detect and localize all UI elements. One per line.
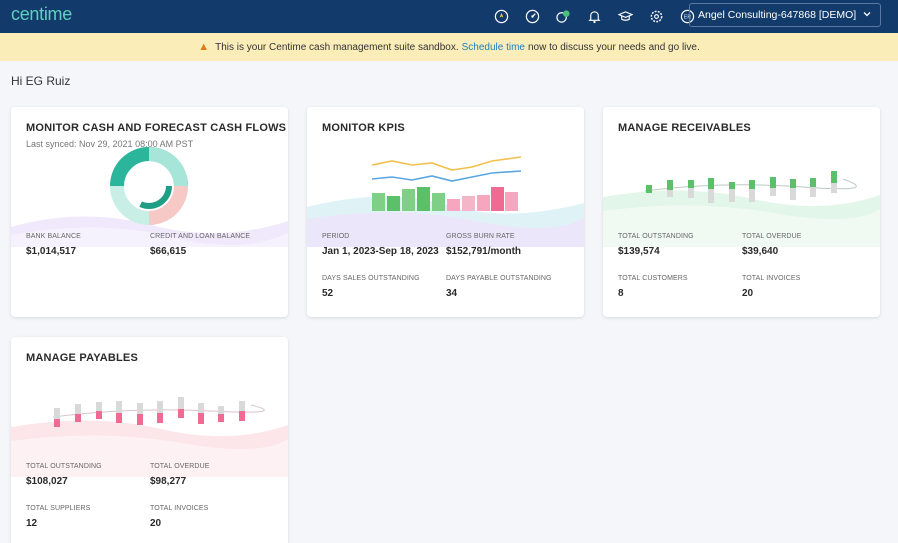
- kpi-label: DAYS SALES OUTSTANDING: [322, 275, 420, 282]
- bell-icon[interactable]: [585, 7, 603, 25]
- card-manage-payables[interactable]: MANAGE PAYABLES TOTAL OUTSTANDING $108,0…: [11, 337, 288, 543]
- kpi-value: 20: [742, 288, 754, 299]
- sandbox-banner: ▲ This is your Centime cash management s…: [0, 33, 898, 61]
- kpi-receivables-total-invoices: TOTAL INVOICES 20: [742, 275, 800, 299]
- kpi-bars: [372, 187, 518, 211]
- chevron-down-icon: [862, 9, 872, 22]
- card-title: MANAGE RECEIVABLES: [618, 122, 751, 134]
- kpi-label: GROSS BURN RATE: [446, 233, 515, 240]
- kpi-total-customers: TOTAL CUSTOMERS 8: [618, 275, 688, 299]
- banner-text-before: This is your Centime cash management sui…: [215, 41, 459, 53]
- kpi-label: TOTAL OUTSTANDING: [26, 463, 102, 470]
- kpi-label: BANK BALANCE: [26, 233, 81, 240]
- money-icon[interactable]: [554, 7, 572, 25]
- receivables-bars: [646, 171, 837, 203]
- kpi-value: $152,791/month: [446, 246, 522, 257]
- kpi-label: TOTAL OVERDUE: [742, 233, 802, 240]
- card-title: MONITOR CASH AND FORECAST CASH FLOWS: [26, 122, 287, 134]
- kpi-payables-total-overdue: TOTAL OVERDUE $98,277: [150, 463, 210, 487]
- kpi-value: 8: [618, 288, 624, 299]
- kpi-label: TOTAL INVOICES: [742, 275, 801, 282]
- avatar-initials: ER: [683, 14, 690, 20]
- account-selector[interactable]: Angel Consulting-647868 [DEMO]: [689, 3, 881, 27]
- cash-illustration: [11, 147, 288, 247]
- kpi-payables-total-invoices: TOTAL INVOICES 20: [150, 505, 208, 529]
- kpi-label: TOTAL OUTSTANDING: [618, 233, 694, 240]
- kpi-label: TOTAL INVOICES: [150, 505, 209, 512]
- kpi-value: 20: [150, 518, 162, 529]
- greeting: Hi EG Ruiz: [11, 74, 71, 88]
- payables-bars: [54, 397, 245, 427]
- rocket-icon[interactable]: [492, 7, 510, 25]
- card-monitor-cash[interactable]: MONITOR CASH AND FORECAST CASH FLOWS Las…: [11, 107, 288, 317]
- kpi-value: 34: [446, 288, 458, 299]
- card-manage-receivables[interactable]: MANAGE RECEIVABLES TOTAL OUTSTANDING $13…: [603, 107, 880, 317]
- kpi-receivables-total-overdue: TOTAL OVERDUE $39,640: [742, 233, 802, 257]
- banner-text-after: now to discuss your needs and go live.: [527, 41, 700, 53]
- card-title: MONITOR KPIS: [322, 122, 405, 134]
- kpi-label: TOTAL OVERDUE: [150, 463, 210, 470]
- top-nav-bar: centime ER Angel Consulting-647868 [DEMO…: [0, 0, 898, 33]
- kpi-period: PERIOD Jan 1, 2023-Sep 18, 2023: [322, 233, 439, 257]
- receivables-illustration: [603, 171, 880, 247]
- card-monitor-kpis[interactable]: MONITOR KPIS PERIOD Jan 1, 2023-Sep 18, …: [307, 107, 584, 317]
- schedule-time-link[interactable]: Schedule time: [461, 41, 525, 53]
- kpis-illustration: [307, 156, 584, 247]
- kpi-credit-loan-balance: CREDIT AND LOAN BALANCE $66,615: [150, 233, 250, 257]
- kpi-value: $139,574: [618, 246, 660, 257]
- kpi-value: Jan 1, 2023-Sep 18, 2023: [322, 246, 439, 257]
- kpi-label: PERIOD: [322, 233, 350, 240]
- card-title: MANAGE PAYABLES: [26, 352, 139, 364]
- kpi-total-suppliers: TOTAL SUPPLIERS 12: [26, 505, 90, 529]
- centime-logo[interactable]: centime: [11, 4, 72, 24]
- kpi-value: $108,027: [26, 476, 68, 487]
- payables-illustration: [11, 397, 288, 477]
- user-avatar-icon[interactable]: ER: [678, 7, 696, 25]
- kpi-label: DAYS PAYABLE OUTSTANDING: [446, 275, 552, 282]
- kpi-label: CREDIT AND LOAN BALANCE: [150, 233, 251, 240]
- kpi-days-sales-outstanding: DAYS SALES OUTSTANDING 52: [322, 275, 420, 299]
- kpi-bank-balance: BANK BALANCE $1,014,517: [26, 233, 81, 257]
- warning-icon: ▲: [198, 41, 210, 53]
- kpi-label: TOTAL CUSTOMERS: [618, 275, 688, 282]
- account-label: Angel Consulting-647868 [DEMO]: [698, 9, 857, 21]
- kpi-value: 12: [26, 518, 38, 529]
- kpi-gross-burn-rate: GROSS BURN RATE $152,791/month: [446, 233, 521, 257]
- kpi-payables-total-outstanding: TOTAL OUTSTANDING $108,027: [26, 463, 102, 487]
- kpi-value: $1,014,517: [26, 246, 77, 257]
- kpi-receivables-total-outstanding: TOTAL OUTSTANDING $139,574: [618, 233, 694, 257]
- graduation-icon[interactable]: [616, 7, 634, 25]
- kpi-value: $66,615: [150, 246, 187, 257]
- kpi-value: $39,640: [742, 246, 779, 257]
- gauge-icon[interactable]: [523, 7, 541, 25]
- gear-icon[interactable]: [647, 7, 665, 25]
- kpi-value: 52: [322, 288, 334, 299]
- nav-icon-group: ER: [492, 7, 696, 25]
- kpi-label: TOTAL SUPPLIERS: [26, 505, 91, 512]
- last-synced-text: Last synced: Nov 29, 2021 08:00 AM PST: [26, 139, 194, 149]
- kpi-days-payable-outstanding: DAYS PAYABLE OUTSTANDING 34: [446, 275, 552, 299]
- kpi-value: $98,277: [150, 476, 187, 487]
